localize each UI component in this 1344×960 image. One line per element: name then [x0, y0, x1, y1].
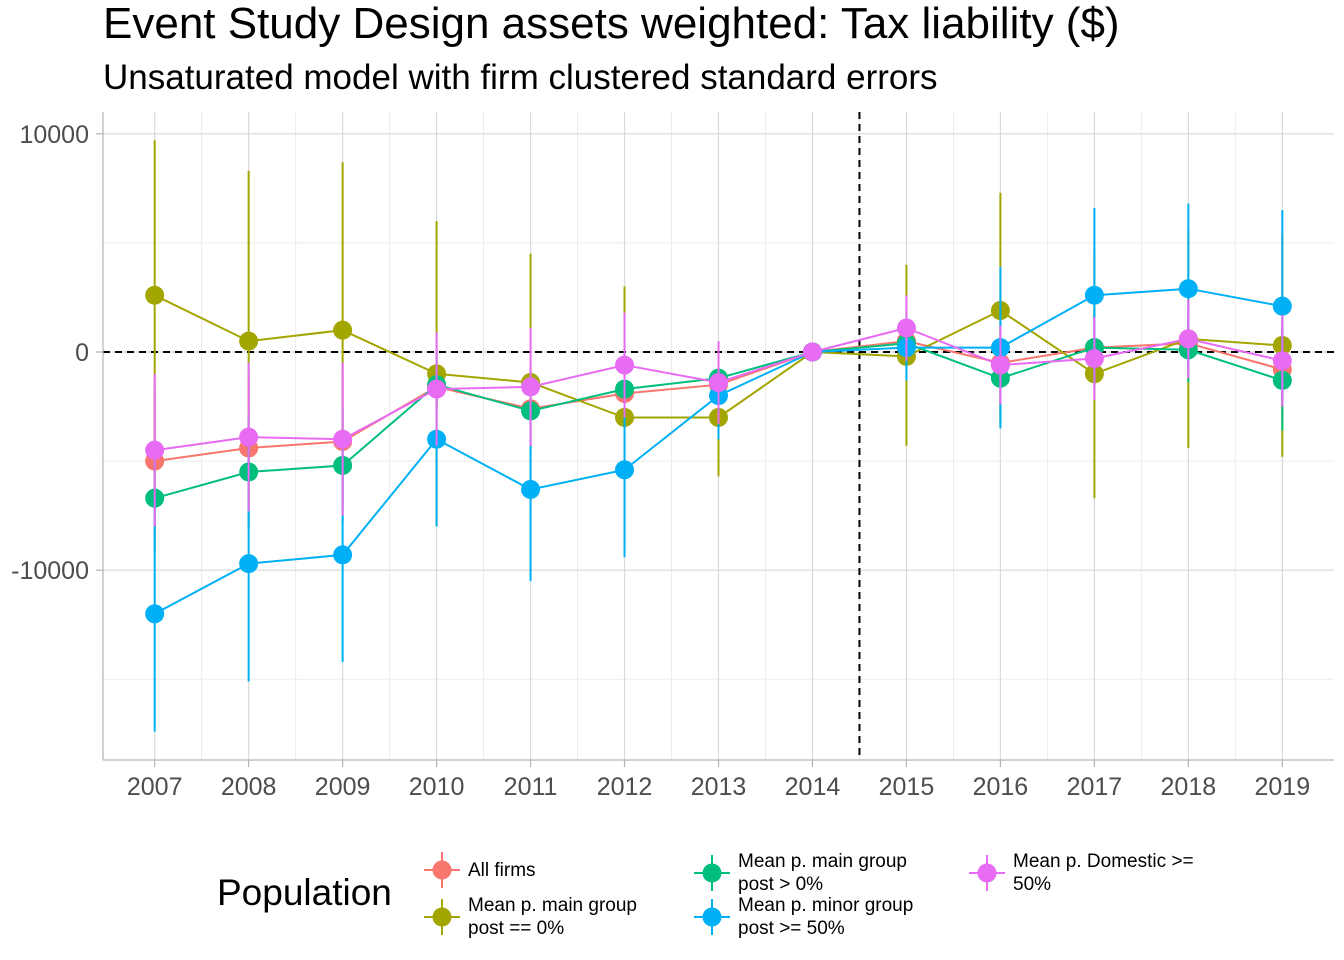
data-point	[521, 377, 541, 397]
series-layer	[145, 140, 1292, 732]
data-point	[1272, 351, 1292, 371]
x-tick-label: 2016	[973, 773, 1029, 801]
data-point	[333, 320, 353, 340]
legend-label: Mean p. Domestic >= 50%	[1013, 851, 1194, 895]
legend-key	[424, 852, 460, 888]
y-tick-label: 10000	[19, 121, 89, 149]
x-tick-label: 2008	[221, 773, 277, 801]
legend-key	[969, 855, 1005, 891]
legend-key	[694, 855, 730, 891]
legend: Population All firms Mean p. main group p…	[0, 840, 1344, 950]
data-point	[896, 318, 916, 338]
legend-item: Mean p. minor group post >= 50%	[692, 894, 948, 940]
series-5	[145, 295, 1292, 527]
data-point	[615, 355, 635, 375]
data-point	[990, 355, 1010, 375]
legend-label: All firms	[468, 859, 536, 881]
data-point	[239, 331, 259, 351]
data-point	[145, 285, 165, 305]
legend-item: All firms	[422, 850, 678, 890]
plot-area: 10000 0 -10000 2007 2008 2009 2010 2011 2012 2013…	[11, 112, 1334, 801]
legend-key	[694, 899, 730, 935]
data-point	[1272, 296, 1292, 316]
y-tick-label: -10000	[11, 557, 89, 585]
x-tick-label: 2007	[127, 773, 183, 801]
x-tick-label: 2015	[879, 773, 935, 801]
legend-item: Mean p. Domestic >= 50%	[967, 850, 1223, 896]
chart-title: Event Study Design assets weighted: Tax …	[103, 0, 1120, 48]
x-tick-label: 2014	[785, 773, 841, 801]
data-point	[427, 379, 447, 399]
legend-label: Mean p. minor group post >= 50%	[738, 895, 914, 939]
axis-layer: 10000 0 -10000 2007 2008 2009 2010 2011 2012 2013…	[11, 112, 1334, 801]
data-point	[239, 554, 259, 574]
legend-item: Mean p. main group post == 0%	[422, 894, 678, 940]
data-point	[333, 545, 353, 565]
data-point	[802, 342, 822, 362]
y-tick-label: 0	[75, 339, 89, 367]
data-point	[1084, 285, 1104, 305]
x-tick-label: 2009	[315, 773, 371, 801]
x-tick-label: 2013	[691, 773, 747, 801]
legend-key	[424, 899, 460, 935]
legend-item: Mean p. main group post > 0%	[692, 850, 948, 896]
data-point	[615, 460, 635, 480]
data-point	[239, 427, 259, 447]
x-tick-label: 2010	[409, 773, 465, 801]
legend-label: Mean p. main group post == 0%	[468, 895, 637, 939]
x-tick-label: 2012	[597, 773, 653, 801]
data-point	[521, 479, 541, 499]
data-point	[145, 604, 165, 624]
x-tick-label: 2011	[504, 773, 558, 801]
data-point	[1084, 349, 1104, 369]
data-point	[709, 373, 728, 393]
x-tick-label: 2019	[1255, 773, 1311, 801]
legend-title: Population	[217, 872, 392, 913]
data-point	[1178, 279, 1198, 299]
data-point	[145, 440, 165, 460]
data-point	[333, 429, 353, 449]
x-tick-label: 2017	[1067, 773, 1123, 801]
data-point	[1178, 329, 1198, 349]
chart-subtitle: Unsaturated model with firm clustered st…	[103, 58, 938, 97]
x-tick-label: 2018	[1161, 773, 1217, 801]
legend-label: Mean p. main group post > 0%	[738, 851, 907, 895]
